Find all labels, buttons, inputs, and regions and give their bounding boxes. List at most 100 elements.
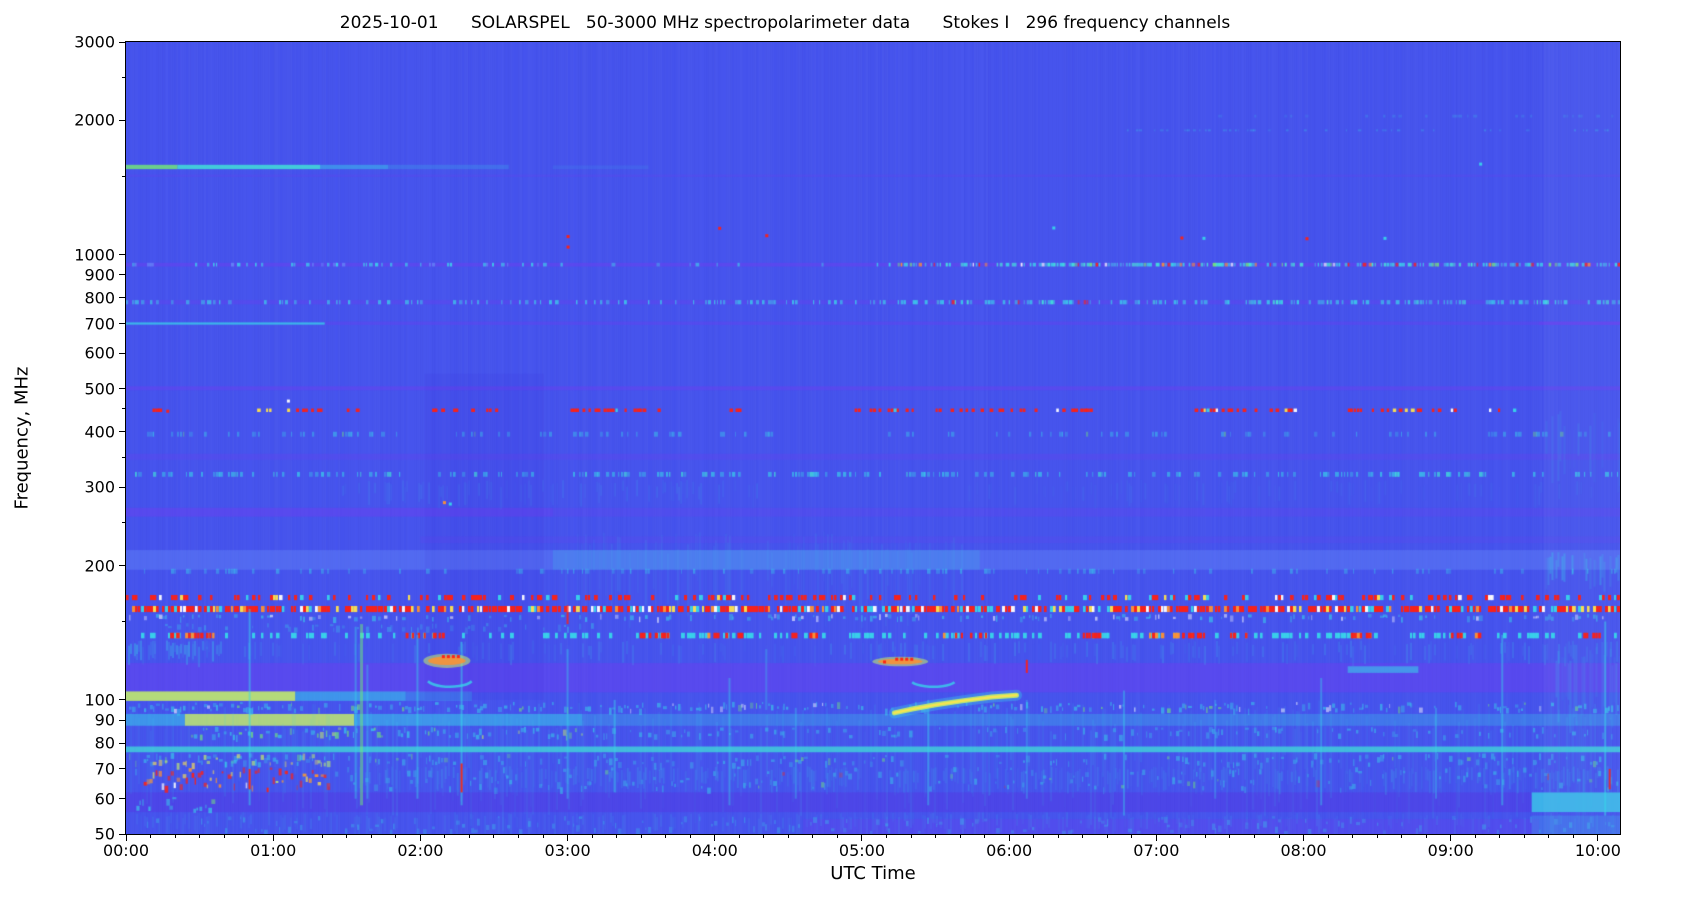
x-minor-tick-mark (1376, 835, 1378, 838)
y-minor-tick-mark (122, 76, 125, 78)
y-tick-label: 600 (84, 343, 115, 363)
x-minor-tick-mark (787, 835, 789, 838)
x-minor-tick-mark (248, 835, 250, 838)
x-tick-mark (1303, 835, 1305, 841)
x-tick-mark (714, 835, 716, 841)
y-tick-label: 700 (84, 314, 115, 333)
x-minor-tick-mark (935, 835, 937, 838)
x-tick-label: 10:00 (1574, 841, 1621, 860)
plot-area (125, 41, 1621, 835)
x-minor-tick-mark (885, 835, 887, 838)
x-tick-mark (1155, 835, 1157, 841)
x-minor-tick-mark (370, 835, 372, 838)
x-tick-label: 08:00 (1280, 841, 1327, 860)
x-minor-tick-mark (1523, 835, 1525, 838)
y-tick-mark (119, 699, 125, 701)
y-tick-mark (119, 486, 125, 488)
y-tick-mark (119, 768, 125, 770)
y-tick-mark (119, 798, 125, 800)
x-tick-mark (419, 835, 421, 841)
x-minor-tick-mark (1131, 835, 1133, 838)
x-minor-tick-mark (1253, 835, 1255, 838)
x-minor-tick-mark (1499, 835, 1501, 838)
x-minor-tick-mark (150, 835, 152, 838)
x-minor-tick-mark (1057, 835, 1059, 838)
y-tick-mark (119, 388, 125, 390)
x-minor-tick-mark (689, 835, 691, 838)
x-minor-tick-mark (910, 835, 912, 838)
x-tick-label: 09:00 (1427, 841, 1474, 860)
x-tick-mark (1008, 835, 1010, 841)
y-minor-tick-mark (122, 620, 125, 622)
x-minor-tick-mark (493, 835, 495, 838)
y-tick-label: 50 (94, 824, 115, 844)
y-tick-mark (119, 352, 125, 354)
x-minor-tick-mark (1033, 835, 1035, 838)
x-minor-tick-mark (1425, 835, 1427, 838)
x-minor-tick-mark (591, 835, 593, 838)
x-tick-mark (125, 835, 127, 841)
y-tick-label: 80 (94, 733, 115, 753)
x-minor-tick-mark (199, 835, 201, 838)
y-minor-tick-mark (122, 175, 125, 177)
y-tick-label: 3000 (74, 32, 115, 52)
x-minor-tick-mark (1278, 835, 1280, 838)
x-minor-tick-mark (395, 835, 397, 838)
x-minor-tick-mark (836, 835, 838, 838)
x-minor-tick-mark (223, 835, 225, 838)
x-minor-tick-mark (984, 835, 986, 838)
x-minor-tick-mark (1548, 835, 1550, 838)
x-minor-tick-mark (812, 835, 814, 838)
x-minor-tick-mark (518, 835, 519, 838)
y-tick-label: 800 (84, 288, 115, 308)
y-tick-label: 400 (84, 422, 115, 442)
y-tick-label: 300 (84, 477, 115, 497)
y-tick-mark (119, 119, 125, 121)
y-tick-label: 2000 (74, 110, 115, 130)
x-minor-tick-mark (738, 835, 740, 838)
y-tick-mark (119, 431, 125, 433)
y-tick-label: 900 (84, 265, 115, 285)
x-minor-tick-mark (1572, 835, 1574, 838)
x-minor-tick-mark (763, 835, 765, 838)
x-minor-tick-mark (1180, 835, 1182, 838)
x-tick-label: 07:00 (1133, 841, 1180, 860)
y-tick-label: 100 (84, 690, 115, 710)
plot-title: 2025-10-01 SOLARSPEL 50-3000 MHz spectro… (339, 13, 1231, 33)
x-minor-tick-mark (1204, 835, 1206, 838)
x-minor-tick-mark (1401, 835, 1403, 838)
x-minor-tick-mark (665, 835, 667, 838)
x-tick-mark (567, 835, 569, 841)
y-tick-label: 60 (94, 789, 115, 809)
y-tick-mark (119, 323, 125, 324)
spectrogram-heatmap (126, 42, 1620, 834)
x-minor-tick-mark (468, 835, 470, 838)
x-minor-tick-mark (1352, 835, 1354, 838)
y-tick-mark (119, 274, 125, 276)
x-tick-mark (861, 835, 863, 841)
x-minor-tick-mark (1474, 835, 1476, 838)
x-tick-label: 04:00 (691, 841, 738, 860)
x-tick-label: 02:00 (397, 841, 444, 860)
y-tick-mark (119, 565, 125, 567)
x-tick-label: 01:00 (250, 841, 297, 860)
x-axis-label: UTC Time (830, 863, 916, 884)
x-minor-tick-mark (959, 835, 961, 838)
x-tick-label: 06:00 (986, 841, 1033, 860)
x-minor-tick-mark (616, 835, 618, 838)
x-tick-mark (1597, 835, 1599, 841)
x-minor-tick-mark (640, 835, 642, 838)
x-tick-label: 00:00 (102, 841, 150, 860)
x-minor-tick-mark (1082, 835, 1084, 838)
x-minor-tick-mark (1327, 835, 1329, 838)
x-minor-tick-mark (321, 835, 323, 838)
y-tick-mark (119, 41, 125, 43)
x-minor-tick-mark (542, 835, 544, 838)
x-tick-label: 03:00 (544, 841, 591, 860)
y-tick-mark (119, 742, 125, 744)
y-tick-mark (119, 833, 125, 835)
y-tick-mark (119, 297, 125, 299)
y-minor-tick-mark (122, 457, 125, 459)
y-minor-tick-mark (122, 408, 125, 410)
